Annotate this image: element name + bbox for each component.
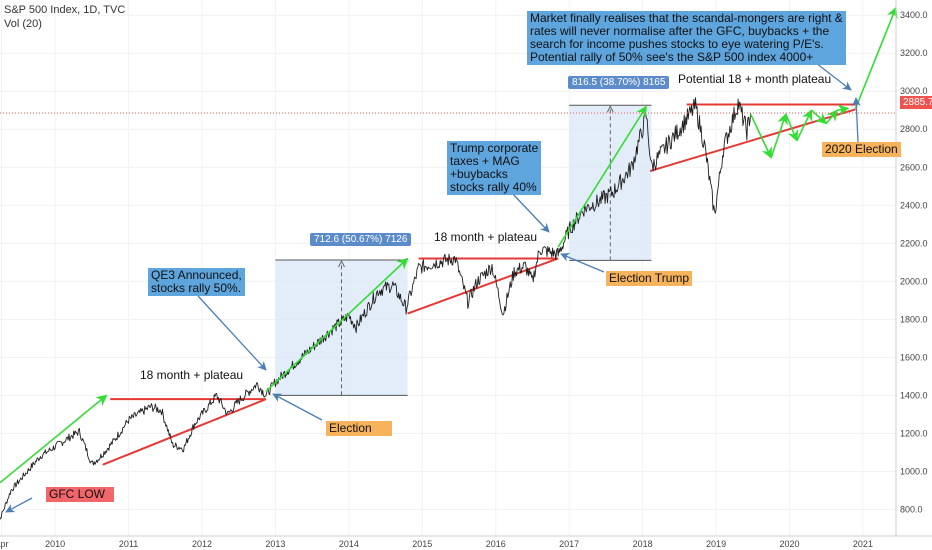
support-line	[102, 398, 267, 466]
current-price-tag: 2885.7	[900, 96, 932, 109]
trend-arrows	[0, 6, 898, 484]
projection-arrow	[811, 109, 828, 125]
callout-arrow	[851, 97, 861, 143]
y-tick-label: 2200.0	[900, 238, 928, 248]
price-line	[0, 97, 752, 521]
callout-arrow	[811, 59, 852, 91]
y-tick-label: 1800.0	[900, 314, 928, 324]
x-tick-label: 2017	[559, 539, 579, 549]
y-tick-label: 1200.0	[900, 428, 928, 438]
measured-move-arrowhead	[338, 259, 345, 268]
trend-arrow	[265, 257, 409, 393]
callout-arrow	[5, 497, 33, 513]
trend-arrow	[854, 6, 898, 109]
y-tick-label: 1000.0	[900, 466, 928, 476]
measured-move-arrowhead	[606, 105, 614, 113]
election-label: Election	[326, 421, 392, 436]
y-tick-label: 3200.0	[900, 48, 928, 58]
trend-arrow	[0, 394, 108, 484]
projection-arrow	[796, 109, 813, 142]
y-tick-label: 2000.0	[900, 276, 928, 286]
market-note: Market finally realises that the scandal…	[527, 11, 846, 65]
projection-arrow	[837, 104, 850, 116]
callout-arrows	[5, 59, 861, 513]
x-tick-label: 2013	[265, 539, 285, 549]
x-tick-label: 2016	[486, 539, 506, 549]
x-tick-label: 2011	[119, 539, 138, 549]
projection-arrow	[749, 113, 772, 159]
symbol-title: S&P 500 Index, 1D, TVC	[4, 4, 126, 16]
measured-move-label-2: 816.5 (38.70%) 8165	[568, 76, 670, 89]
projection-arrow	[785, 113, 799, 142]
y-tick-label: 1600.0	[900, 352, 928, 362]
measured-move-label-1: 712.6 (50.67%) 7126	[310, 233, 412, 246]
projection-arrow	[770, 112, 788, 159]
callout-arrow	[509, 190, 550, 233]
y-tick-label: 2400.0	[900, 200, 928, 210]
gfc-low-label: GFC LOW	[46, 487, 114, 502]
y-tick-label: 800.0	[900, 504, 923, 514]
x-tick-label: 2010	[45, 539, 65, 549]
y-tick-label: 2600.0	[900, 162, 928, 172]
y-tick-label: 3000.0	[900, 86, 928, 96]
election-trump-label: Election Trump	[606, 271, 693, 286]
x-tick-label: 2015	[412, 539, 432, 549]
x-tick-label: 2019	[706, 539, 726, 549]
callout-arrow	[272, 393, 323, 421]
y-tick-label: 1400.0	[900, 390, 928, 400]
callout-arrow	[560, 252, 605, 273]
volume-label: Vol (20)	[4, 18, 42, 30]
trend-arrow	[557, 105, 647, 248]
x-tick-label: 2014	[339, 539, 359, 549]
y-tick-label: 2800.0	[900, 124, 928, 134]
projection-arrow	[825, 109, 838, 125]
trump-taxes-note: Trump corporate taxes + MAG +buybacks st…	[447, 141, 542, 195]
x-tick-label: Apr	[0, 539, 8, 549]
plateau-label-2: 18 month + plateau	[434, 230, 538, 244]
support-line	[407, 257, 559, 315]
price-series	[0, 97, 752, 521]
election-2020-label: 2020 Election	[822, 142, 901, 157]
x-tick-label: 2018	[633, 539, 653, 549]
y-tick-label: 3400.0	[900, 10, 928, 20]
qe3-note: QE3 Announced, stocks rally 50%.	[148, 268, 245, 296]
plateau-label-3: Potential 18 + month plateau	[678, 72, 832, 86]
plateau-label-1: 18 month + plateau	[140, 368, 244, 382]
callout-arrow	[197, 295, 267, 371]
x-tick-label: 2012	[192, 539, 212, 549]
x-tick-label: 2020	[779, 539, 799, 549]
x-tick-label: 2021	[853, 539, 873, 549]
